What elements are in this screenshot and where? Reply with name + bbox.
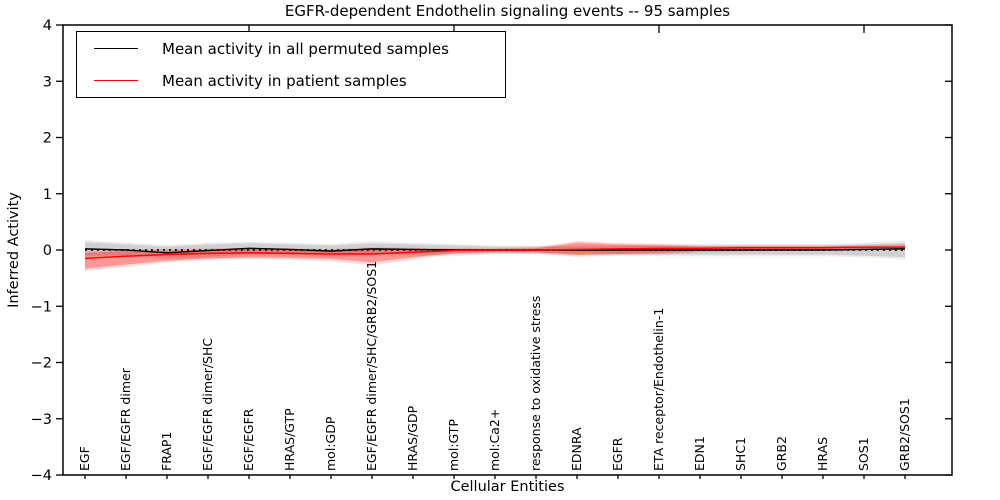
y-tick-label: −3 xyxy=(31,412,52,428)
y-tick-label: 3 xyxy=(43,74,52,90)
legend-label-patient: Mean activity in patient samples xyxy=(162,71,407,90)
x-category-label: EDNRA xyxy=(569,427,584,471)
x-category-label: EGF/EGFR dimer/SHC/GRB2/SOS1 xyxy=(364,261,379,471)
legend: Mean activity in all permuted samples Me… xyxy=(76,31,506,98)
x-category-label: mol:GDP xyxy=(323,416,338,471)
legend-label-permuted: Mean activity in all permuted samples xyxy=(162,39,449,58)
x-category-label: response to oxidative stress xyxy=(528,296,543,471)
x-axis-label: Cellular Entities xyxy=(450,479,565,495)
x-category-label: HRAS/GDP xyxy=(405,405,420,471)
x-category-label: HRAS xyxy=(815,437,830,471)
y-tick-label: −2 xyxy=(31,356,52,372)
x-category-label: EGF/EGFR dimer/SHC xyxy=(200,338,215,471)
x-category-label: EDN1 xyxy=(692,436,707,471)
y-tick-label: 2 xyxy=(43,131,52,147)
x-category-label: EGF/EGFR dimer xyxy=(118,367,133,471)
x-category-label: SHC1 xyxy=(733,437,748,471)
y-tick-label: −4 xyxy=(31,468,52,484)
chart-title: EGFR-dependent Endothelin signaling even… xyxy=(284,2,731,20)
x-category-label: EGFR xyxy=(610,437,625,471)
patient-mean-line xyxy=(84,246,905,260)
x-category-label: FRAP1 xyxy=(159,432,174,471)
y-tick-label: 4 xyxy=(43,18,52,34)
x-category-label: GRB2/SOS1 xyxy=(897,398,912,471)
x-category-label: EGF/EGFR xyxy=(241,408,256,471)
y-tick-label: −1 xyxy=(31,299,52,315)
x-category-label: ETA receptor/Endothelin-1 xyxy=(651,308,666,471)
x-category-label: EGF xyxy=(77,446,92,471)
x-category-label: mol:Ca2+ xyxy=(487,409,502,471)
patient-inner-band xyxy=(85,242,905,269)
x-category-label: HRAS/GTP xyxy=(282,408,297,471)
patient-line-swatch xyxy=(94,80,138,81)
x-category-label: SOS1 xyxy=(856,437,871,471)
legend-entry-patient: Mean activity in patient samples xyxy=(77,69,505,93)
x-category-label: mol:GTP xyxy=(446,419,461,471)
permuted-line-swatch xyxy=(94,48,138,49)
y-tick-label: 1 xyxy=(43,187,52,203)
x-category-label: GRB2 xyxy=(774,436,789,471)
legend-entry-permuted: Mean activity in all permuted samples xyxy=(77,37,505,61)
y-tick-label: 0 xyxy=(43,243,52,259)
